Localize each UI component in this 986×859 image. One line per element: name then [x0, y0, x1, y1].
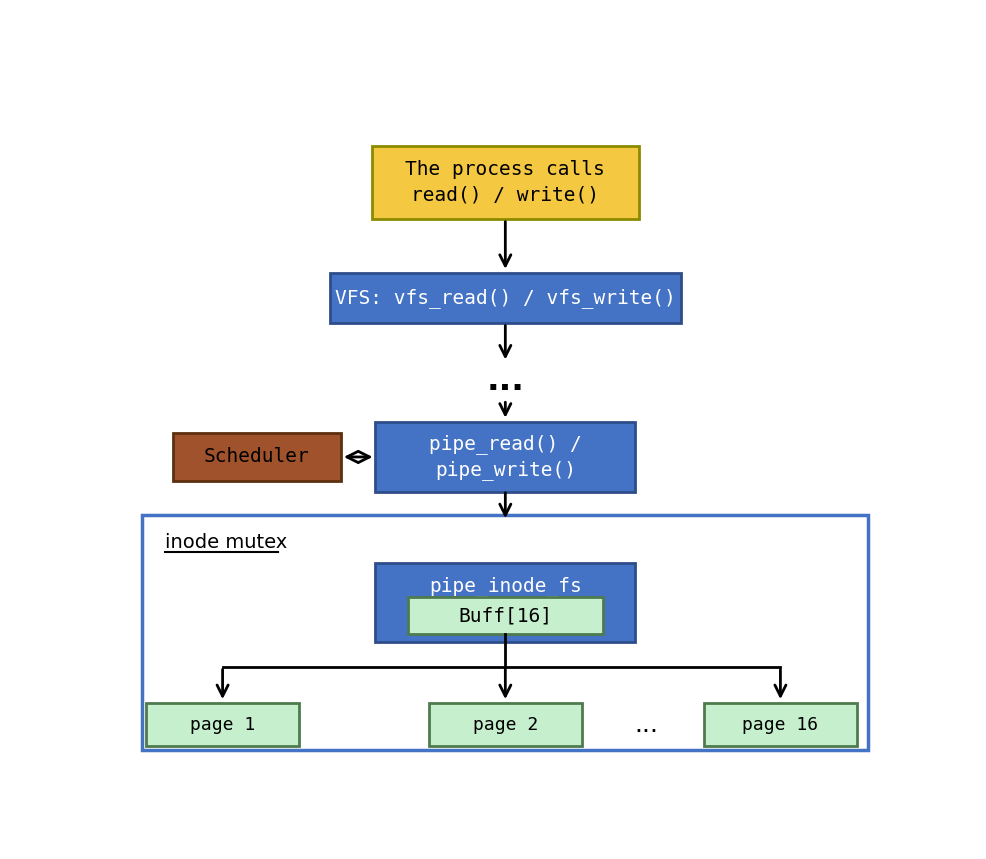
- FancyBboxPatch shape: [376, 563, 635, 643]
- Text: ...: ...: [635, 713, 659, 737]
- Text: pipe_read() /
pipe_write(): pipe_read() / pipe_write(): [429, 434, 582, 480]
- Text: pipe_inode_fs: pipe_inode_fs: [429, 576, 582, 596]
- Text: page 2: page 2: [472, 716, 538, 734]
- FancyBboxPatch shape: [329, 273, 681, 323]
- Text: page 16: page 16: [742, 716, 818, 734]
- FancyBboxPatch shape: [173, 433, 341, 481]
- Text: page 1: page 1: [190, 716, 255, 734]
- Text: The process calls
read() / write(): The process calls read() / write(): [405, 161, 605, 204]
- FancyBboxPatch shape: [408, 598, 602, 634]
- FancyBboxPatch shape: [376, 423, 635, 491]
- Text: inode mutex: inode mutex: [166, 533, 288, 552]
- FancyBboxPatch shape: [704, 704, 857, 746]
- Text: ...: ...: [486, 364, 525, 398]
- Text: Buff[16]: Buff[16]: [458, 606, 552, 625]
- FancyBboxPatch shape: [372, 146, 639, 219]
- FancyBboxPatch shape: [429, 704, 582, 746]
- Text: VFS: vfs_read() / vfs_write(): VFS: vfs_read() / vfs_write(): [335, 289, 675, 308]
- FancyBboxPatch shape: [146, 704, 299, 746]
- Text: Scheduler: Scheduler: [204, 448, 310, 466]
